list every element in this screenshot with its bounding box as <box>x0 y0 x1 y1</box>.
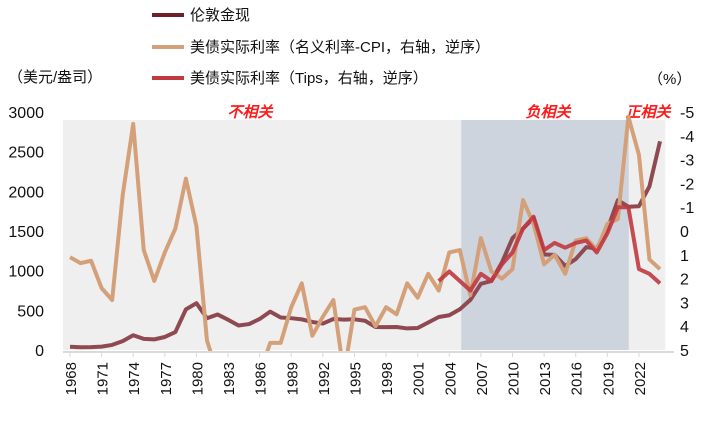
left-tick-label: 0 <box>35 343 44 360</box>
right-tick-label: 4 <box>680 319 689 336</box>
legend-label: 美债实际利率（名义利率-CPI，右轴，逆序） <box>190 39 491 56</box>
legend-swatch <box>152 75 184 80</box>
right-axis-label: （%） <box>648 71 692 88</box>
x-tick-label: 2016 <box>569 362 586 395</box>
left-tick-label: 2000 <box>8 184 44 201</box>
right-tick-label: 0 <box>680 224 689 241</box>
series-line-0 <box>69 140 662 350</box>
x-tick-label: 1986 <box>253 362 270 395</box>
series-line-1 <box>69 114 662 351</box>
right-tick-label: -3 <box>680 153 694 170</box>
x-tick-label: 1974 <box>126 362 143 395</box>
x-tick-label: 2022 <box>632 362 649 395</box>
left-tick-label: 3000 <box>8 105 44 122</box>
x-tick-label: 1992 <box>316 362 333 395</box>
legend-swatch <box>152 12 184 17</box>
right-tick-label: 3 <box>680 295 689 312</box>
legend-item-real-rate-tips: 美债实际利率（Tips，右轴，逆序） <box>152 67 428 88</box>
x-tick-label: 1971 <box>95 362 112 395</box>
x-tick-label: 2007 <box>474 362 491 395</box>
left-tick-label: 1000 <box>8 264 44 281</box>
region-label: 负相关 <box>525 104 571 121</box>
x-tick-label: 2013 <box>537 362 554 395</box>
x-tick-label: 2001 <box>411 362 428 395</box>
x-tick-label: 1977 <box>158 362 175 395</box>
x-tick-label: 1968 <box>63 362 80 395</box>
series-line-2 <box>437 205 662 293</box>
x-tick-label: 2004 <box>442 362 459 395</box>
x-tick-label: 1989 <box>284 362 301 395</box>
right-tick-label: -4 <box>680 129 694 146</box>
x-tick-label: 1995 <box>347 362 364 395</box>
x-tick-label: 2019 <box>600 362 617 395</box>
x-tick-label: 1983 <box>221 362 238 395</box>
left-tick-label: 500 <box>17 303 44 320</box>
region-label: 正相关 <box>625 104 671 121</box>
legend-swatch <box>152 44 184 49</box>
right-tick-label: 1 <box>680 248 689 265</box>
x-tick-label: 2010 <box>506 362 523 395</box>
right-tick-label: 5 <box>680 343 689 360</box>
x-tick-label: 1980 <box>189 362 206 395</box>
legend-item-real-rate-cpi: 美债实际利率（名义利率-CPI，右轴，逆序） <box>152 36 490 57</box>
left-tick-label: 2500 <box>8 145 44 162</box>
legend-item-gold: 伦敦金现 <box>152 4 250 25</box>
x-tick-label: 1998 <box>379 362 396 395</box>
right-tick-label: 2 <box>680 272 689 289</box>
right-tick-label: -5 <box>680 105 694 122</box>
left-axis-label: （美元/盎司） <box>8 69 103 86</box>
legend-label: 伦敦金现 <box>190 7 251 24</box>
region-label: 不相关 <box>227 104 273 121</box>
right-tick-label: -2 <box>680 176 694 193</box>
legend-label: 美债实际利率（Tips，右轴，逆序） <box>190 70 428 87</box>
right-tick-label: -1 <box>680 200 694 217</box>
left-tick-label: 1500 <box>8 224 44 241</box>
